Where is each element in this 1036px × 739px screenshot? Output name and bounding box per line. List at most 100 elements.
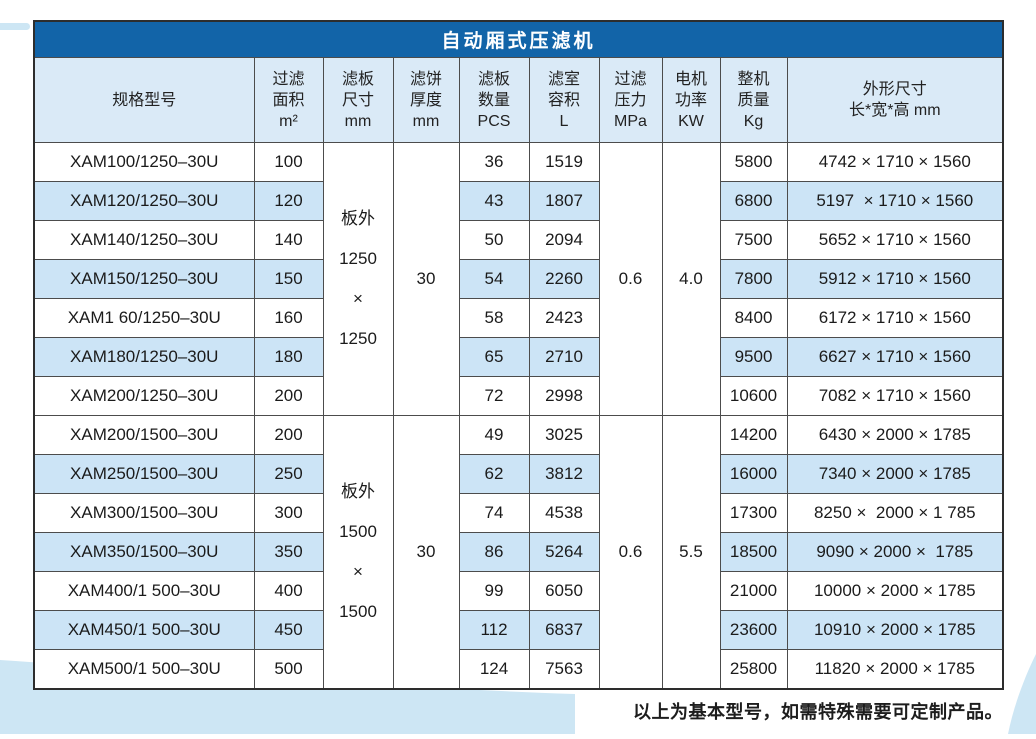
plates-cell: 124 — [458, 649, 530, 690]
model-cell: XAM120/1250–30U — [33, 181, 255, 221]
plates-cell: 72 — [458, 376, 530, 416]
plates-cell: 58 — [458, 298, 530, 338]
table-row: XAM100/1250–30U 100 板外 1250 × 1250 30 36… — [33, 142, 1004, 416]
weight-cell: 14200 — [719, 415, 788, 455]
model-cell: XAM200/1500–30U — [33, 415, 255, 455]
weight-cell: 18500 — [719, 532, 788, 572]
model-cell: XAM450/1 500–30U — [33, 610, 255, 650]
volume-cell: 4538 — [528, 493, 600, 533]
dims-cell: 8250 × 2000 × 1 785 — [786, 493, 1004, 533]
table-title: 自动厢式压滤机 — [33, 20, 1004, 58]
dims-cell: 10910 × 2000 × 1785 — [786, 610, 1004, 650]
weight-cell: 21000 — [719, 571, 788, 611]
table-row: XAM140/1250–30U 140 50 2094 7500 5652 × … — [33, 220, 1004, 260]
volume-cell: 6050 — [528, 571, 600, 611]
weight-cell: 17300 — [719, 493, 788, 533]
plates-cell: 36 — [458, 142, 530, 182]
weight-cell: 23600 — [719, 610, 788, 650]
table-row: XAM350/1500–30U 350 86 5264 18500 9090 ×… — [33, 532, 1004, 572]
plate-size-cell: 板外 1250 × 1250 — [322, 142, 394, 416]
col-header-pressure: 过滤 压力 MPa — [598, 57, 663, 143]
area-cell: 300 — [253, 493, 324, 533]
model-cell: XAM140/1250–30U — [33, 220, 255, 260]
column-header-row: 规格型号 过滤 面积 m² 滤板 尺寸 mm 滤饼 厚度 mm 滤板 数量 PC… — [33, 57, 1004, 143]
model-cell: XAM200/1250–30U — [33, 376, 255, 416]
table-row: XAM300/1500–30U 300 74 4538 17300 8250 ×… — [33, 493, 1004, 533]
table-row: XAM200/1250–30U 200 72 2998 10600 7082 ×… — [33, 376, 1004, 416]
col-header-chamber-volume: 滤室 容积 L — [528, 57, 600, 143]
volume-cell: 3025 — [528, 415, 600, 455]
plates-cell: 74 — [458, 493, 530, 533]
weight-cell: 16000 — [719, 454, 788, 494]
table-row: XAM180/1250–30U 180 65 2710 9500 6627 × … — [33, 337, 1004, 377]
table-row: XAM150/1250–30U 150 54 2260 7800 5912 × … — [33, 259, 1004, 299]
dims-cell: 11820 × 2000 × 1785 — [786, 649, 1004, 690]
dims-cell: 9090 × 2000 × 1785 — [786, 532, 1004, 572]
area-cell: 140 — [253, 220, 324, 260]
plates-cell: 50 — [458, 220, 530, 260]
area-cell: 120 — [253, 181, 324, 221]
col-header-motor-power: 电机 功率 KW — [661, 57, 721, 143]
dims-cell: 7082 × 1710 × 1560 — [786, 376, 1004, 416]
power-cell: 5.5 — [661, 415, 721, 690]
volume-cell: 3812 — [528, 454, 600, 494]
table-row: XAM450/1 500–30U 450 112 6837 23600 1091… — [33, 610, 1004, 650]
col-header-plate-count: 滤板 数量 PCS — [458, 57, 530, 143]
volume-cell: 2260 — [528, 259, 600, 299]
col-header-model: 规格型号 — [33, 57, 255, 143]
weight-cell: 10600 — [719, 376, 788, 416]
area-cell: 100 — [253, 142, 324, 182]
area-cell: 350 — [253, 532, 324, 572]
weight-cell: 9500 — [719, 337, 788, 377]
table-row: XAM250/1500–30U 250 62 3812 16000 7340 ×… — [33, 454, 1004, 494]
volume-cell: 1807 — [528, 181, 600, 221]
dims-cell: 6430 × 2000 × 1785 — [786, 415, 1004, 455]
cake-thickness-cell: 30 — [392, 142, 460, 416]
dims-cell: 5912 × 1710 × 1560 — [786, 259, 1004, 299]
plates-cell: 99 — [458, 571, 530, 611]
table-row: XAM200/1500–30U 200 板外 1500 × 1500 30 49… — [33, 415, 1004, 690]
table-title-row: 自动厢式压滤机 — [33, 20, 1004, 58]
dims-cell: 5652 × 1710 × 1560 — [786, 220, 1004, 260]
model-cell: XAM1 60/1250–30U — [33, 298, 255, 338]
dims-cell: 6627 × 1710 × 1560 — [786, 337, 1004, 377]
area-cell: 180 — [253, 337, 324, 377]
page-edge-accent — [0, 23, 30, 30]
power-cell: 4.0 — [661, 142, 721, 416]
area-cell: 250 — [253, 454, 324, 494]
plates-cell: 86 — [458, 532, 530, 572]
volume-cell: 2998 — [528, 376, 600, 416]
weight-cell: 7500 — [719, 220, 788, 260]
weight-cell: 8400 — [719, 298, 788, 338]
volume-cell: 2094 — [528, 220, 600, 260]
model-cell: XAM400/1 500–30U — [33, 571, 255, 611]
area-cell: 450 — [253, 610, 324, 650]
model-cell: XAM500/1 500–30U — [33, 649, 255, 690]
model-cell: XAM250/1500–30U — [33, 454, 255, 494]
col-header-cake-thickness: 滤饼 厚度 mm — [392, 57, 460, 143]
area-cell: 200 — [253, 376, 324, 416]
cake-thickness-cell: 30 — [392, 415, 460, 690]
dims-cell: 10000 × 2000 × 1785 — [786, 571, 1004, 611]
volume-cell: 2710 — [528, 337, 600, 377]
plates-cell: 49 — [458, 415, 530, 455]
pressure-cell: 0.6 — [598, 415, 663, 690]
dims-cell: 7340 × 2000 × 1785 — [786, 454, 1004, 494]
volume-cell: 7563 — [528, 649, 600, 690]
model-cell: XAM350/1500–30U — [33, 532, 255, 572]
volume-cell: 2423 — [528, 298, 600, 338]
area-cell: 400 — [253, 571, 324, 611]
table-row: XAM1 60/1250–30U 160 58 2423 8400 6172 ×… — [33, 298, 1004, 338]
volume-cell: 6837 — [528, 610, 600, 650]
dims-cell: 6172 × 1710 × 1560 — [786, 298, 1004, 338]
weight-cell: 25800 — [719, 649, 788, 690]
plates-cell: 43 — [458, 181, 530, 221]
dims-cell: 4742 × 1710 × 1560 — [786, 142, 1004, 182]
weight-cell: 6800 — [719, 181, 788, 221]
plate-size-cell: 板外 1500 × 1500 — [322, 415, 394, 690]
model-cell: XAM100/1250–30U — [33, 142, 255, 182]
col-header-weight: 整机 质量 Kg — [719, 57, 788, 143]
col-header-plate-size: 滤板 尺寸 mm — [322, 57, 394, 143]
table-row: XAM400/1 500–30U 400 99 6050 21000 10000… — [33, 571, 1004, 611]
col-header-dimensions: 外形尺寸 长*宽*高 mm — [786, 57, 1004, 143]
